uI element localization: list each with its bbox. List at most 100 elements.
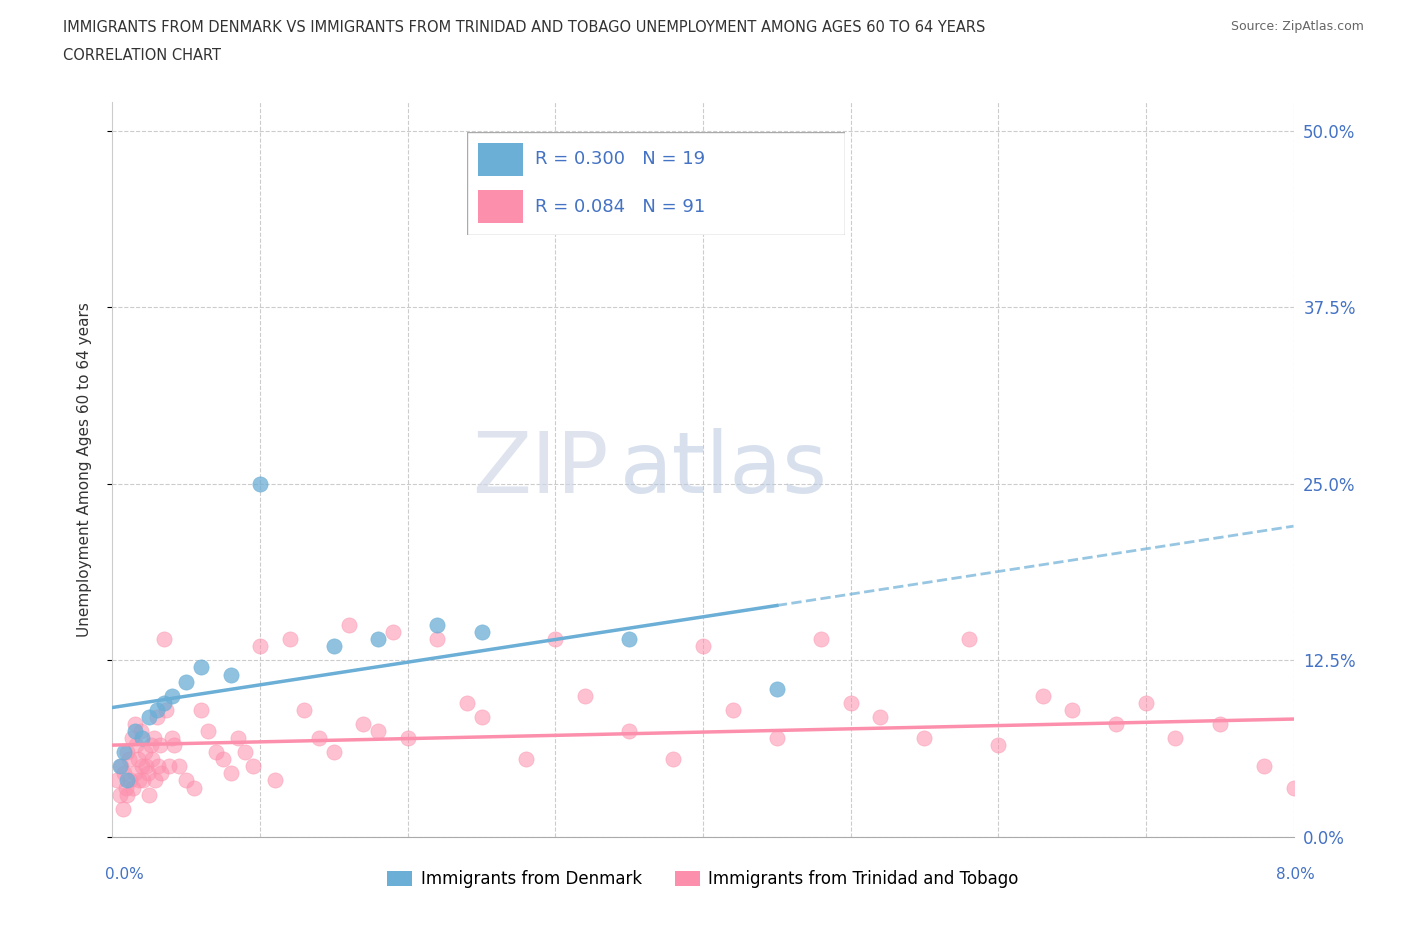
Point	[174, 674, 197, 689]
Point	[146, 702, 169, 717]
Point	[619, 631, 641, 646]
Point	[470, 710, 494, 724]
Point	[174, 773, 197, 788]
Point	[105, 773, 128, 788]
Point	[766, 731, 789, 746]
Point	[662, 751, 685, 766]
Point	[1032, 688, 1054, 703]
Point	[470, 625, 494, 640]
Point	[112, 766, 135, 781]
Text: CORRELATION CHART: CORRELATION CHART	[63, 48, 221, 63]
Point	[1105, 716, 1128, 731]
Point	[138, 710, 160, 724]
Point	[205, 745, 228, 760]
Text: ZIP: ZIP	[472, 428, 609, 512]
Point	[131, 759, 153, 774]
Point	[515, 751, 537, 766]
Point	[1253, 759, 1275, 774]
Point	[249, 476, 271, 491]
Point	[219, 766, 242, 781]
Point	[167, 759, 190, 774]
Point	[619, 724, 641, 738]
Point	[219, 667, 242, 682]
Point	[914, 731, 936, 746]
Point	[1164, 731, 1187, 746]
Point	[157, 759, 180, 774]
Point	[692, 639, 714, 654]
Point	[1400, 702, 1406, 717]
Point	[352, 716, 374, 731]
Point	[249, 639, 271, 654]
Point	[839, 696, 862, 711]
Point	[117, 773, 138, 788]
Point	[143, 773, 166, 788]
Point	[120, 773, 142, 788]
Point	[323, 745, 346, 760]
Point	[544, 631, 567, 646]
Point	[183, 780, 205, 795]
Point	[233, 745, 256, 760]
Point	[111, 802, 134, 817]
Point	[574, 688, 596, 703]
Point	[226, 731, 249, 746]
Point	[160, 731, 183, 746]
Point	[110, 759, 132, 774]
Point	[264, 773, 287, 788]
Point	[150, 766, 173, 781]
Point	[155, 702, 177, 717]
Point	[124, 716, 146, 731]
Point	[117, 745, 138, 760]
Point	[337, 618, 360, 632]
Point	[128, 773, 150, 788]
Point	[112, 745, 135, 760]
Point	[957, 631, 980, 646]
Point	[122, 780, 145, 795]
Point	[142, 731, 165, 746]
Point	[766, 681, 789, 696]
Point	[426, 618, 449, 632]
Point	[367, 724, 389, 738]
Legend: Immigrants from Denmark, Immigrants from Trinidad and Tobago: Immigrants from Denmark, Immigrants from…	[381, 863, 1025, 895]
Point	[212, 751, 235, 766]
Point	[114, 780, 136, 795]
Point	[138, 787, 160, 802]
Point	[721, 702, 744, 717]
Text: 0.0%: 0.0%	[105, 867, 145, 882]
Point	[810, 631, 832, 646]
Point	[149, 737, 172, 752]
Point	[1208, 716, 1232, 731]
Point	[160, 688, 183, 703]
Point	[1062, 702, 1084, 717]
Point	[117, 787, 138, 802]
Point	[292, 702, 315, 717]
Point	[1355, 737, 1378, 752]
Point	[163, 737, 186, 752]
Point	[323, 639, 346, 654]
Point	[190, 660, 212, 675]
Point	[153, 631, 176, 646]
Point	[146, 710, 169, 724]
Text: IMMIGRANTS FROM DENMARK VS IMMIGRANTS FROM TRINIDAD AND TOBAGO UNEMPLOYMENT AMON: IMMIGRANTS FROM DENMARK VS IMMIGRANTS FR…	[63, 20, 986, 35]
Point	[135, 759, 157, 774]
Point	[127, 751, 149, 766]
Point	[118, 751, 141, 766]
Point	[108, 787, 131, 802]
Point	[121, 731, 143, 746]
Point	[108, 759, 131, 774]
Text: 8.0%: 8.0%	[1275, 867, 1315, 882]
Point	[426, 631, 449, 646]
Point	[242, 759, 264, 774]
Y-axis label: Unemployment Among Ages 60 to 64 years: Unemployment Among Ages 60 to 64 years	[77, 302, 91, 637]
Point	[987, 737, 1010, 752]
Point	[278, 631, 301, 646]
Point	[197, 724, 219, 738]
Point	[396, 731, 419, 746]
Point	[124, 766, 146, 781]
Text: Source: ZipAtlas.com: Source: ZipAtlas.com	[1230, 20, 1364, 33]
Point	[308, 731, 330, 746]
Point	[139, 737, 162, 752]
Text: atlas: atlas	[620, 428, 828, 512]
Point	[1327, 724, 1350, 738]
Point	[148, 759, 170, 774]
Point	[153, 696, 176, 711]
